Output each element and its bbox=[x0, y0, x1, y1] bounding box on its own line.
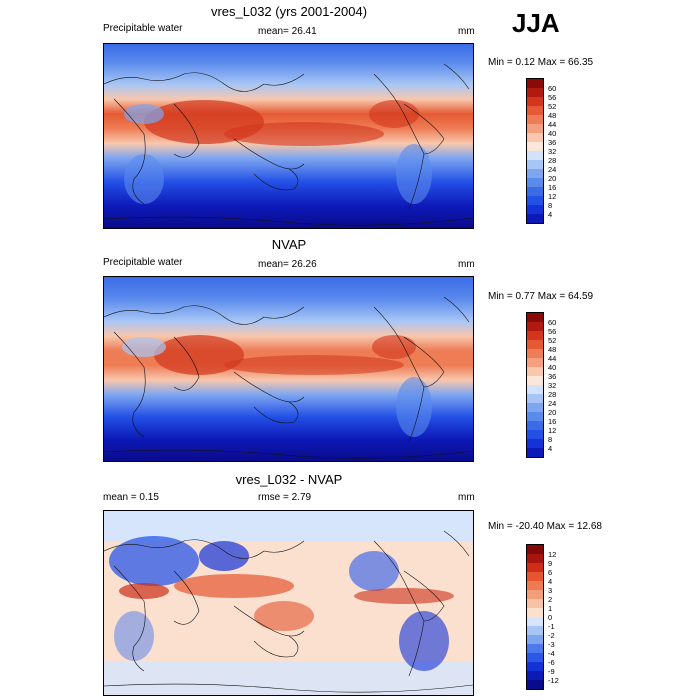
panel-2-units: mm bbox=[458, 259, 475, 270]
panel-2-colorbar-label: 52 bbox=[548, 336, 557, 345]
panel-1-colorbar-label: 20 bbox=[548, 174, 557, 183]
panel-2-colorbar-label: 24 bbox=[548, 399, 557, 408]
panel-2-colorbar-label: 20 bbox=[548, 408, 557, 417]
panel-2-colorbar-label: 48 bbox=[548, 345, 557, 354]
panel-2-colorbar-label: 28 bbox=[548, 390, 557, 399]
panel-1-colorbar-label: 52 bbox=[548, 102, 557, 111]
panel-2-colorbar-label: 60 bbox=[548, 318, 557, 327]
panel-1-colorbar-label: 16 bbox=[548, 183, 557, 192]
panel-1-colorbar-label: 36 bbox=[548, 138, 557, 147]
panel-3-rmse: rmse = 2.79 bbox=[258, 492, 312, 503]
panel-1-colorbar-label: 24 bbox=[548, 165, 557, 174]
panel-1-mean: mean= 26.41 bbox=[258, 26, 317, 37]
panel-1-colorbar-label: 28 bbox=[548, 156, 557, 165]
panel-1-map bbox=[103, 43, 474, 229]
panel-2-colorbar-label: 16 bbox=[548, 417, 557, 426]
panel-1-units: mm bbox=[458, 26, 475, 37]
panel-3-colorbar-label: -3 bbox=[548, 640, 555, 649]
panel-3-colorbar-label: -4 bbox=[548, 649, 555, 658]
panel-3-colorbar-label: -9 bbox=[548, 667, 555, 676]
panel-3-colorbar-label: -2 bbox=[548, 631, 555, 640]
panel-3-colorbar-label: 12 bbox=[548, 550, 557, 559]
panel-3-colorbar-label: 3 bbox=[548, 586, 553, 595]
panel-2-colorbar-label: 32 bbox=[548, 381, 557, 390]
panel-3-colorbar-label: 1 bbox=[548, 604, 553, 613]
panel-1-colorbar-label: 56 bbox=[548, 93, 557, 102]
panel-3-colorbar-label: 2 bbox=[548, 595, 553, 604]
panel-3-map bbox=[103, 510, 474, 696]
panel-2-colorbar bbox=[526, 312, 544, 458]
panel-3-colorbar-label: -1 bbox=[548, 622, 555, 631]
panel-3-title: vres_L032 - NVAP bbox=[235, 472, 343, 487]
panel-2-map bbox=[103, 276, 474, 462]
panel-3-colorbar-label: 4 bbox=[548, 577, 553, 586]
panel-2-colorbar-label: 56 bbox=[548, 327, 557, 336]
panel-1-colorbar-label: 44 bbox=[548, 120, 557, 129]
panel-1-colorbar-label: 4 bbox=[548, 210, 553, 219]
panel-3-colorbar-label: 0 bbox=[548, 613, 553, 622]
panel-1-title: vres_L032 (yrs 2001-2004) bbox=[210, 4, 368, 19]
panel-3-units: mm bbox=[458, 492, 475, 503]
panel-1-min-max: Min = 0.12 Max = 66.35 bbox=[488, 57, 594, 68]
panel-1-colorbar-label: 12 bbox=[548, 192, 557, 201]
panel-3-colorbar-label: 6 bbox=[548, 568, 553, 577]
panel-1-colorbar-label: 32 bbox=[548, 147, 557, 156]
panel-2-colorbar-label: 12 bbox=[548, 426, 557, 435]
panel-1-colorbar-label: 48 bbox=[548, 111, 557, 120]
panel-2-colorbar-label: 40 bbox=[548, 363, 557, 372]
panel-3-colorbar-label: 9 bbox=[548, 559, 553, 568]
panel-3-colorbar-label: -12 bbox=[548, 676, 559, 685]
panel-3-colorbar-label: -6 bbox=[548, 658, 555, 667]
panel-1-colorbar bbox=[526, 78, 544, 224]
panel-2-colorbar-label: 4 bbox=[548, 444, 553, 453]
panel-3-mean: mean = 0.15 bbox=[103, 492, 159, 503]
panel-2-colorbar-label: 8 bbox=[548, 435, 553, 444]
panel-1-colorbar-label: 8 bbox=[548, 201, 553, 210]
panel-2-variable-label: Precipitable water bbox=[103, 257, 183, 268]
panel-1-colorbar-label: 40 bbox=[548, 129, 557, 138]
panel-1-colorbar-label: 60 bbox=[548, 84, 557, 93]
panel-3-min-max: Min = -20.40 Max = 12.68 bbox=[488, 521, 602, 532]
panel-2-colorbar-label: 36 bbox=[548, 372, 557, 381]
panel-2-colorbar-label: 44 bbox=[548, 354, 557, 363]
panel-2-mean: mean= 26.26 bbox=[258, 259, 317, 270]
panel-3-colorbar bbox=[526, 544, 544, 690]
season-label: JJA bbox=[512, 8, 560, 38]
panel-2-title: NVAP bbox=[271, 237, 307, 252]
panel-2-min-max: Min = 0.77 Max = 64.59 bbox=[488, 291, 594, 302]
panel-1-variable-label: Precipitable water bbox=[103, 23, 183, 34]
